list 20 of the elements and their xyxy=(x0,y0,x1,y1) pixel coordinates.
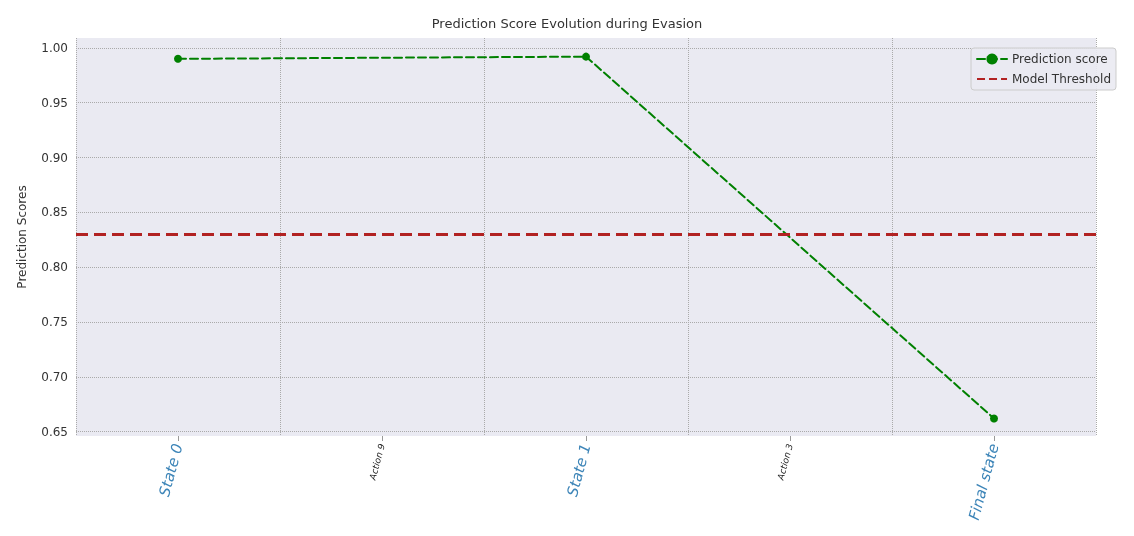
y-tick-label: 0.95 xyxy=(41,95,68,110)
x-tick-label: State 1 xyxy=(563,441,595,499)
chart-title: Prediction Score Evolution during Evasion xyxy=(431,16,703,31)
x-tick-label: State 0 xyxy=(155,441,187,499)
y-axis-title: Prediction Scores xyxy=(15,185,29,289)
x-tick-label: Final state xyxy=(964,441,1003,523)
y-tick-label: 0.85 xyxy=(41,205,68,220)
y-tick-label: 0.80 xyxy=(41,260,68,275)
y-tick-label: 0.70 xyxy=(41,369,68,384)
point xyxy=(582,52,590,61)
legend-label: Prediction score xyxy=(1012,52,1108,66)
point xyxy=(990,414,998,423)
x-tick-label: Action 3 xyxy=(775,442,795,482)
y-tick-label: 1.00 xyxy=(41,40,68,55)
y-tick-label: 0.65 xyxy=(41,424,68,439)
y-tick-label: 0.90 xyxy=(41,150,68,165)
y-tick-label: 0.75 xyxy=(41,314,68,329)
legend-label: Model Threshold xyxy=(1012,72,1111,86)
point xyxy=(174,54,182,63)
x-tick-label: Action 9 xyxy=(367,442,387,482)
